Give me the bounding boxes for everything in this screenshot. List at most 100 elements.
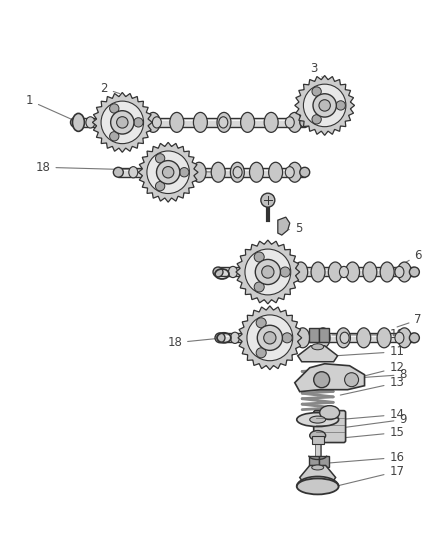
Ellipse shape (233, 167, 242, 178)
Circle shape (264, 332, 276, 344)
Circle shape (261, 193, 275, 207)
Text: 9: 9 (346, 413, 407, 427)
Text: 18: 18 (167, 336, 221, 349)
Ellipse shape (297, 413, 339, 426)
Text: 10: 10 (332, 328, 404, 341)
Ellipse shape (213, 267, 223, 277)
Circle shape (245, 249, 291, 295)
Text: 4: 4 (268, 193, 276, 207)
Bar (305, 101, 332, 110)
Polygon shape (92, 92, 152, 152)
Circle shape (256, 318, 266, 328)
Ellipse shape (395, 266, 404, 278)
Circle shape (162, 166, 174, 178)
Ellipse shape (146, 112, 160, 132)
Ellipse shape (192, 162, 206, 182)
Ellipse shape (152, 117, 161, 128)
Polygon shape (298, 346, 338, 362)
Circle shape (180, 167, 189, 177)
Text: 1: 1 (25, 94, 76, 121)
Bar (309, 456, 319, 467)
Ellipse shape (346, 262, 360, 282)
Text: 17: 17 (325, 465, 404, 489)
FancyBboxPatch shape (314, 410, 346, 442)
Polygon shape (278, 217, 290, 235)
Circle shape (156, 160, 180, 184)
Text: 3: 3 (310, 62, 323, 77)
Text: 8: 8 (362, 368, 407, 381)
Circle shape (247, 315, 293, 361)
Text: 6: 6 (392, 248, 422, 271)
Circle shape (96, 96, 148, 148)
Bar (118, 168, 305, 177)
Bar (319, 456, 328, 467)
Ellipse shape (320, 406, 339, 419)
Circle shape (312, 87, 321, 96)
Ellipse shape (211, 162, 225, 182)
Circle shape (336, 101, 346, 110)
Ellipse shape (377, 328, 391, 348)
Circle shape (282, 333, 292, 343)
Circle shape (280, 267, 290, 277)
Circle shape (110, 104, 119, 113)
Ellipse shape (194, 112, 207, 132)
Circle shape (147, 151, 189, 193)
Ellipse shape (296, 328, 310, 348)
Circle shape (134, 118, 143, 127)
Circle shape (142, 147, 194, 198)
Ellipse shape (268, 162, 283, 182)
Text: 18: 18 (35, 161, 219, 174)
Polygon shape (236, 240, 300, 304)
Polygon shape (238, 306, 302, 370)
Ellipse shape (397, 262, 411, 282)
Text: 2: 2 (100, 82, 120, 95)
Ellipse shape (113, 167, 124, 177)
Text: 16: 16 (325, 451, 404, 464)
Ellipse shape (363, 262, 377, 282)
Ellipse shape (215, 333, 225, 343)
Circle shape (110, 132, 119, 141)
Bar (75, 118, 305, 127)
Polygon shape (295, 76, 355, 135)
Bar (220, 333, 414, 342)
Ellipse shape (230, 162, 244, 182)
Circle shape (299, 79, 350, 131)
Text: 13: 13 (340, 376, 404, 395)
Ellipse shape (328, 262, 342, 282)
Ellipse shape (397, 328, 411, 348)
Ellipse shape (410, 333, 419, 343)
Ellipse shape (380, 262, 394, 282)
Bar (309, 328, 319, 342)
Ellipse shape (250, 162, 264, 182)
Ellipse shape (229, 266, 237, 278)
Ellipse shape (264, 112, 278, 132)
Circle shape (255, 260, 280, 285)
Ellipse shape (312, 465, 324, 470)
Circle shape (240, 244, 296, 300)
Circle shape (111, 111, 134, 134)
Circle shape (345, 373, 359, 386)
Circle shape (242, 310, 298, 366)
Ellipse shape (300, 167, 310, 177)
Ellipse shape (357, 328, 371, 348)
Polygon shape (295, 364, 364, 392)
Ellipse shape (339, 266, 348, 278)
Circle shape (101, 101, 144, 143)
Ellipse shape (311, 262, 325, 282)
Circle shape (314, 372, 330, 387)
Ellipse shape (300, 117, 310, 127)
Ellipse shape (285, 167, 294, 178)
Ellipse shape (170, 112, 184, 132)
Circle shape (313, 94, 336, 117)
Ellipse shape (312, 344, 324, 350)
Bar (218, 268, 414, 277)
Circle shape (117, 117, 128, 128)
Ellipse shape (72, 114, 85, 131)
Circle shape (155, 154, 165, 163)
Ellipse shape (297, 479, 339, 495)
Circle shape (254, 282, 264, 292)
Ellipse shape (71, 117, 81, 127)
Ellipse shape (294, 262, 308, 282)
Ellipse shape (230, 332, 240, 343)
Circle shape (256, 348, 266, 358)
